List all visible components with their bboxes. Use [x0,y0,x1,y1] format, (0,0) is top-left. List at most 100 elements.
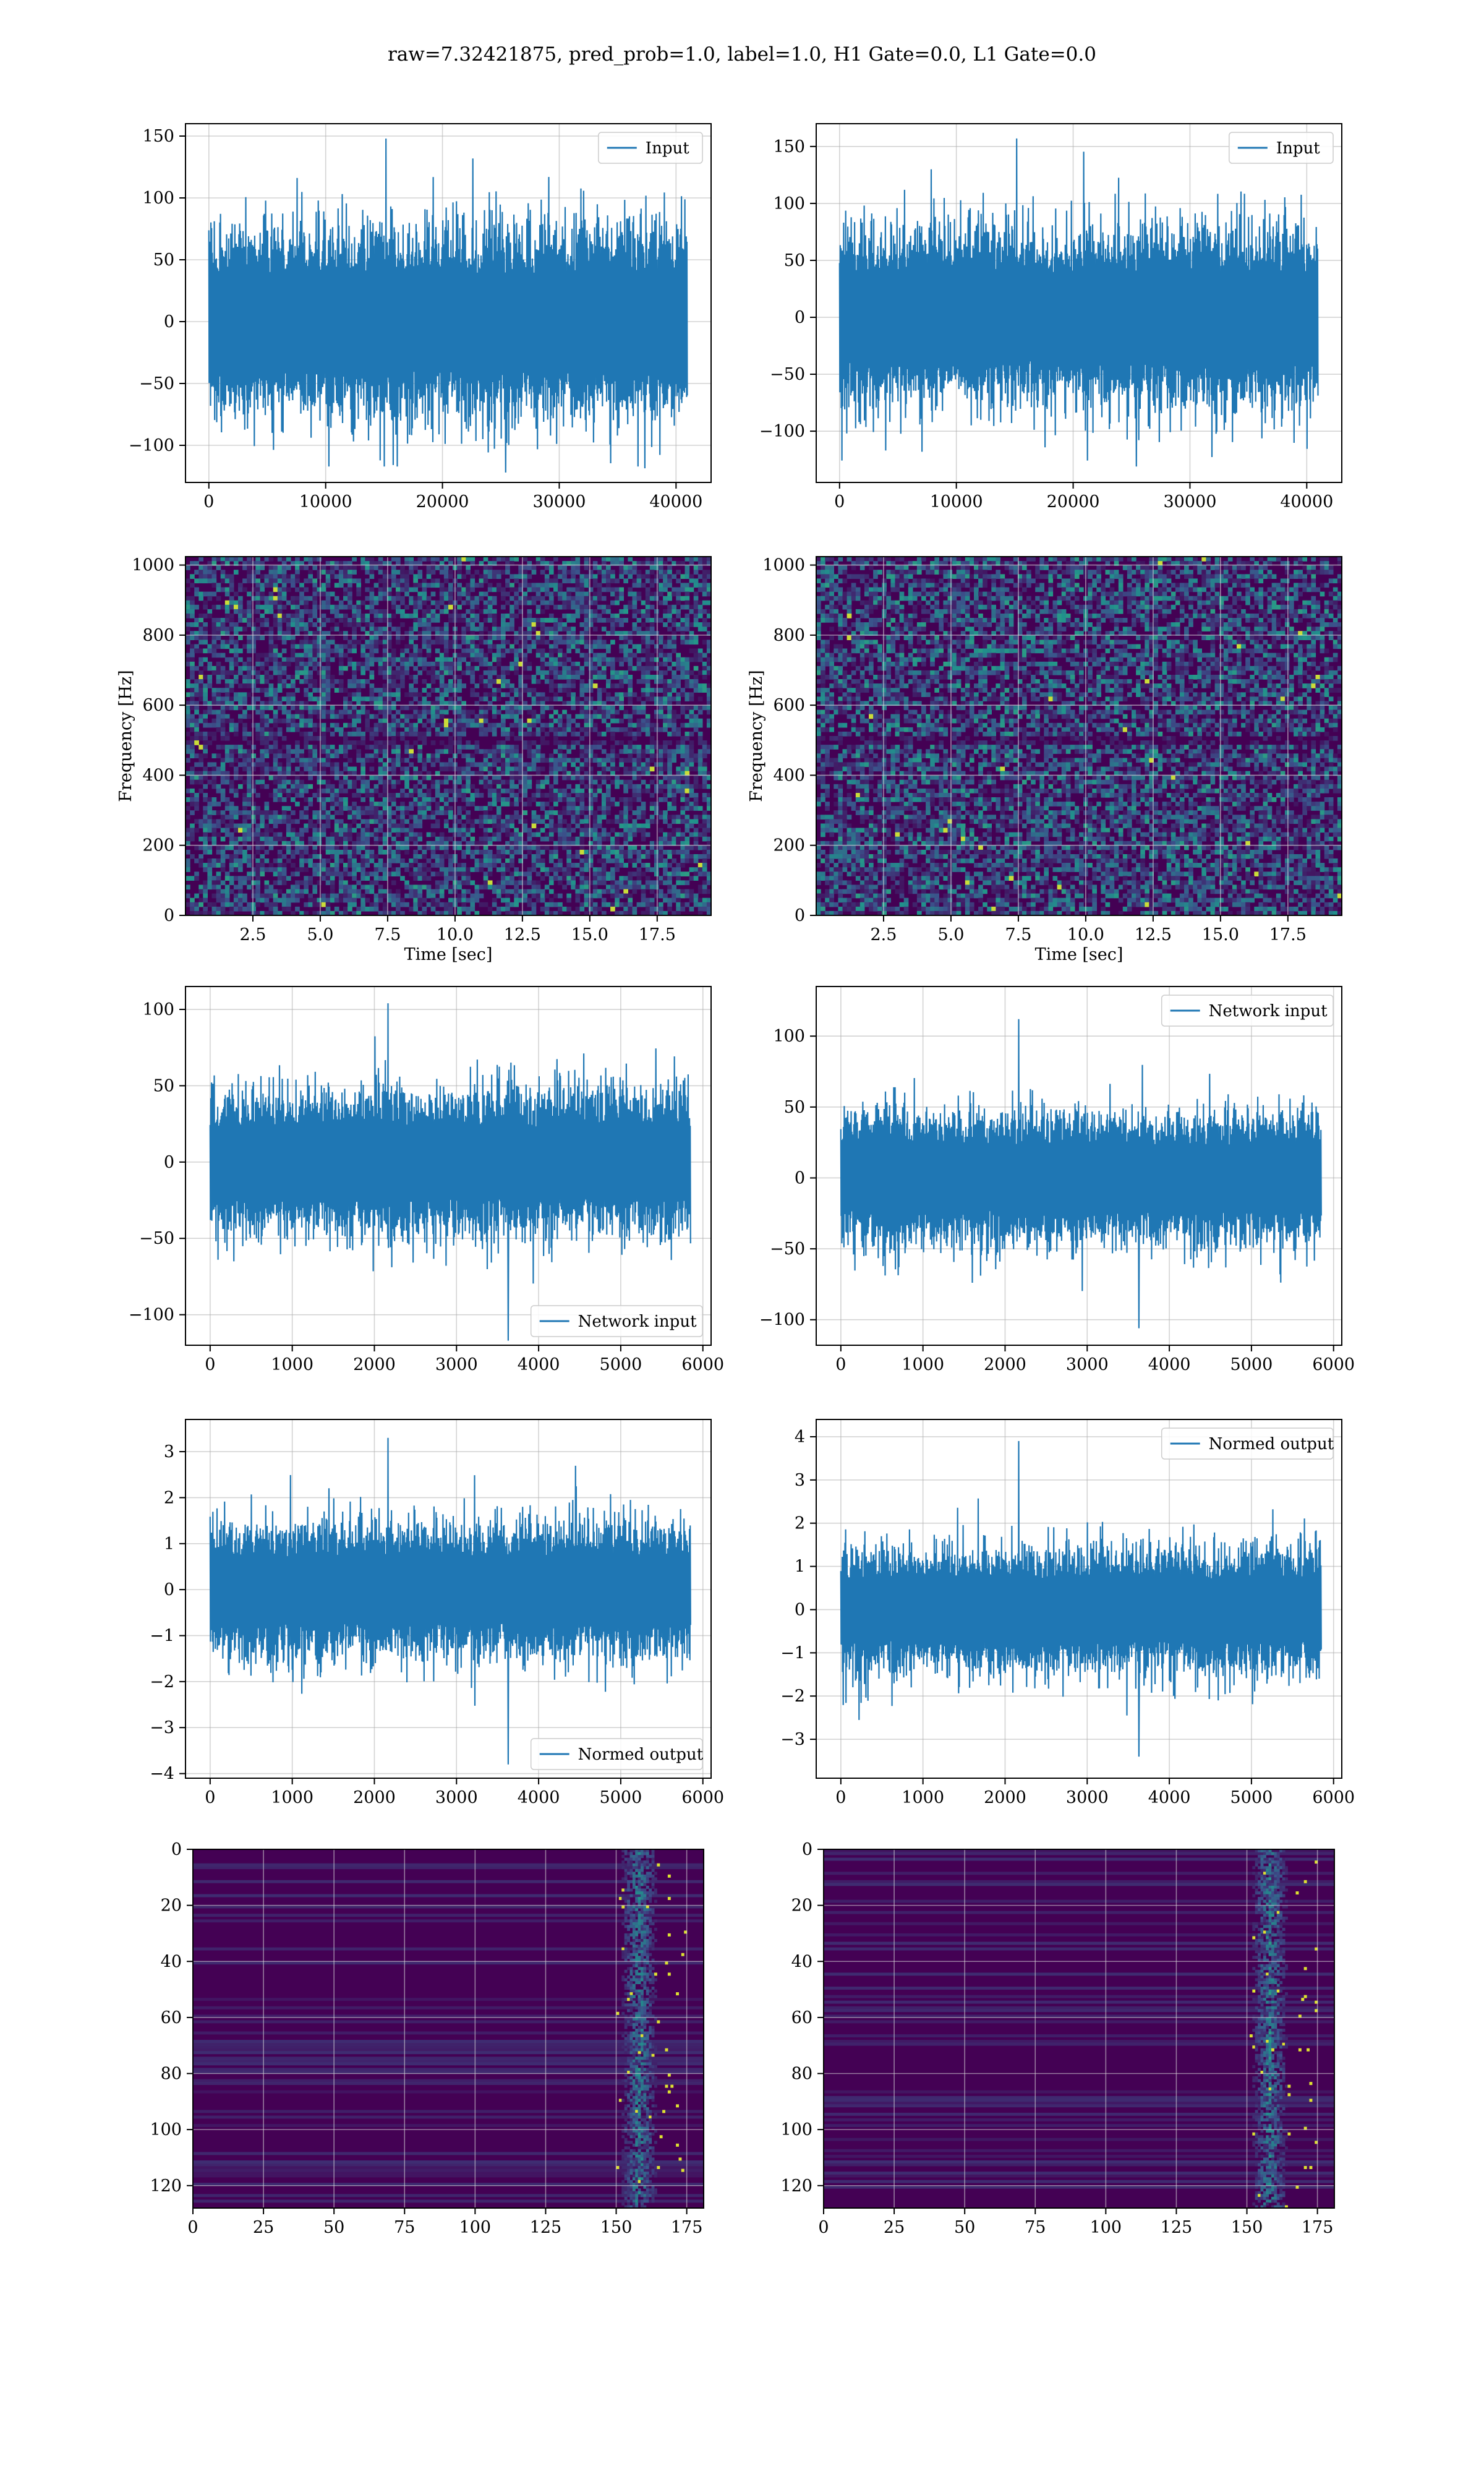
heatmap-cell [186,701,190,706]
heatmap-cell [706,806,712,811]
heatmap-cell [606,574,611,579]
heatmap-cell [439,596,445,601]
heatmap-cell [531,679,537,684]
heatmap-cell [348,644,352,649]
heatmap-cell [238,618,243,623]
heatmap-cell [417,823,423,829]
heatmap-cell [492,622,497,627]
heatmap-cell [641,823,646,829]
heatmap-cell [684,661,690,667]
heatmap-cell [531,740,537,745]
heatmap-cell [203,832,208,837]
heatmap-cell [610,578,615,584]
heatmap-cell [470,600,475,606]
heatmap-cell [487,705,493,711]
heatmap-cell [518,758,523,763]
heatmap-cell [443,727,449,732]
heatmap-cell [426,614,432,618]
heatmap-cell [672,587,676,593]
heatmap-cell [220,587,226,593]
y-tick-label: 150 [773,137,805,156]
heatmap-cell [641,727,646,732]
heatmap-cell [268,736,274,741]
heatmap-cell [286,557,291,562]
heatmap-cell [378,631,383,636]
heatmap-cell [348,565,352,570]
heatmap-cell [514,753,519,758]
heatmap-cell [286,788,291,794]
heatmap-cell [672,784,676,789]
heatmap-cell [417,618,423,623]
heatmap-cell [312,832,318,837]
heatmap-cell [229,784,234,789]
heatmap-cell [229,557,234,562]
heatmap-cell [496,631,501,636]
heatmap-cell [242,578,247,584]
heatmap-cell [198,627,203,631]
heatmap-cell [584,614,589,618]
x-tick-label: 0 [203,492,214,511]
heatmap-cell [483,815,488,820]
heatmap-cell [365,604,370,610]
heatmap-cell [470,557,475,562]
heatmap-cell [535,622,541,627]
heatmap-cell [251,574,256,579]
heatmap-cell [470,688,475,693]
heatmap-cell [588,683,594,688]
heatmap-cell [186,609,190,614]
heatmap-cell [492,832,497,837]
heatmap-cell [251,788,256,794]
heatmap-cell [448,618,453,623]
heatmap-cell [186,836,190,842]
heatmap-cell [548,718,554,724]
heatmap-cell [676,828,681,833]
heatmap-cell [321,618,326,623]
heatmap-cell [615,600,620,606]
heatmap-cell [369,675,375,680]
heatmap-cell [645,675,650,680]
heatmap-cell [338,618,344,623]
heatmap-cell [360,666,365,671]
heatmap-cell [268,583,274,588]
heatmap-cell [457,819,462,824]
heatmap-cell [190,596,195,601]
heatmap-cell [224,675,230,680]
heatmap-cell [448,561,453,566]
heatmap-cell [207,648,213,654]
heatmap-cell [601,779,607,785]
heatmap-cell [522,666,528,671]
heatmap-cell [321,565,326,570]
heatmap-cell [606,832,611,837]
heatmap-cell [286,793,291,798]
heatmap-cell [706,828,712,833]
heatmap-cell [291,618,296,623]
heatmap-cell [343,797,348,802]
heatmap-cell [238,749,243,754]
heatmap-cell [426,565,432,570]
heatmap-cell [514,574,519,579]
heatmap-cell [238,670,243,675]
heatmap-cell [417,793,423,798]
heatmap-cell [382,570,388,575]
heatmap-cell [672,815,676,820]
heatmap-cell [466,653,471,658]
heatmap-cell [286,587,291,593]
heatmap-cell [242,802,247,807]
heatmap-cell [466,775,471,781]
heatmap-cell [501,640,506,645]
heatmap-cell [531,815,537,820]
heatmap-cell [610,727,615,732]
heatmap-cell [304,740,309,745]
heatmap-cell [229,627,234,631]
heatmap-cell [562,635,567,640]
heatmap-cell [247,797,252,802]
heatmap-cell [409,661,414,667]
heatmap-cell [466,753,471,758]
heatmap-cell [645,596,650,601]
heatmap-cell [334,574,339,579]
heatmap-cell [672,675,676,680]
heatmap-cell [369,596,375,601]
heatmap-cell [592,578,598,584]
heatmap-cell [233,806,239,811]
